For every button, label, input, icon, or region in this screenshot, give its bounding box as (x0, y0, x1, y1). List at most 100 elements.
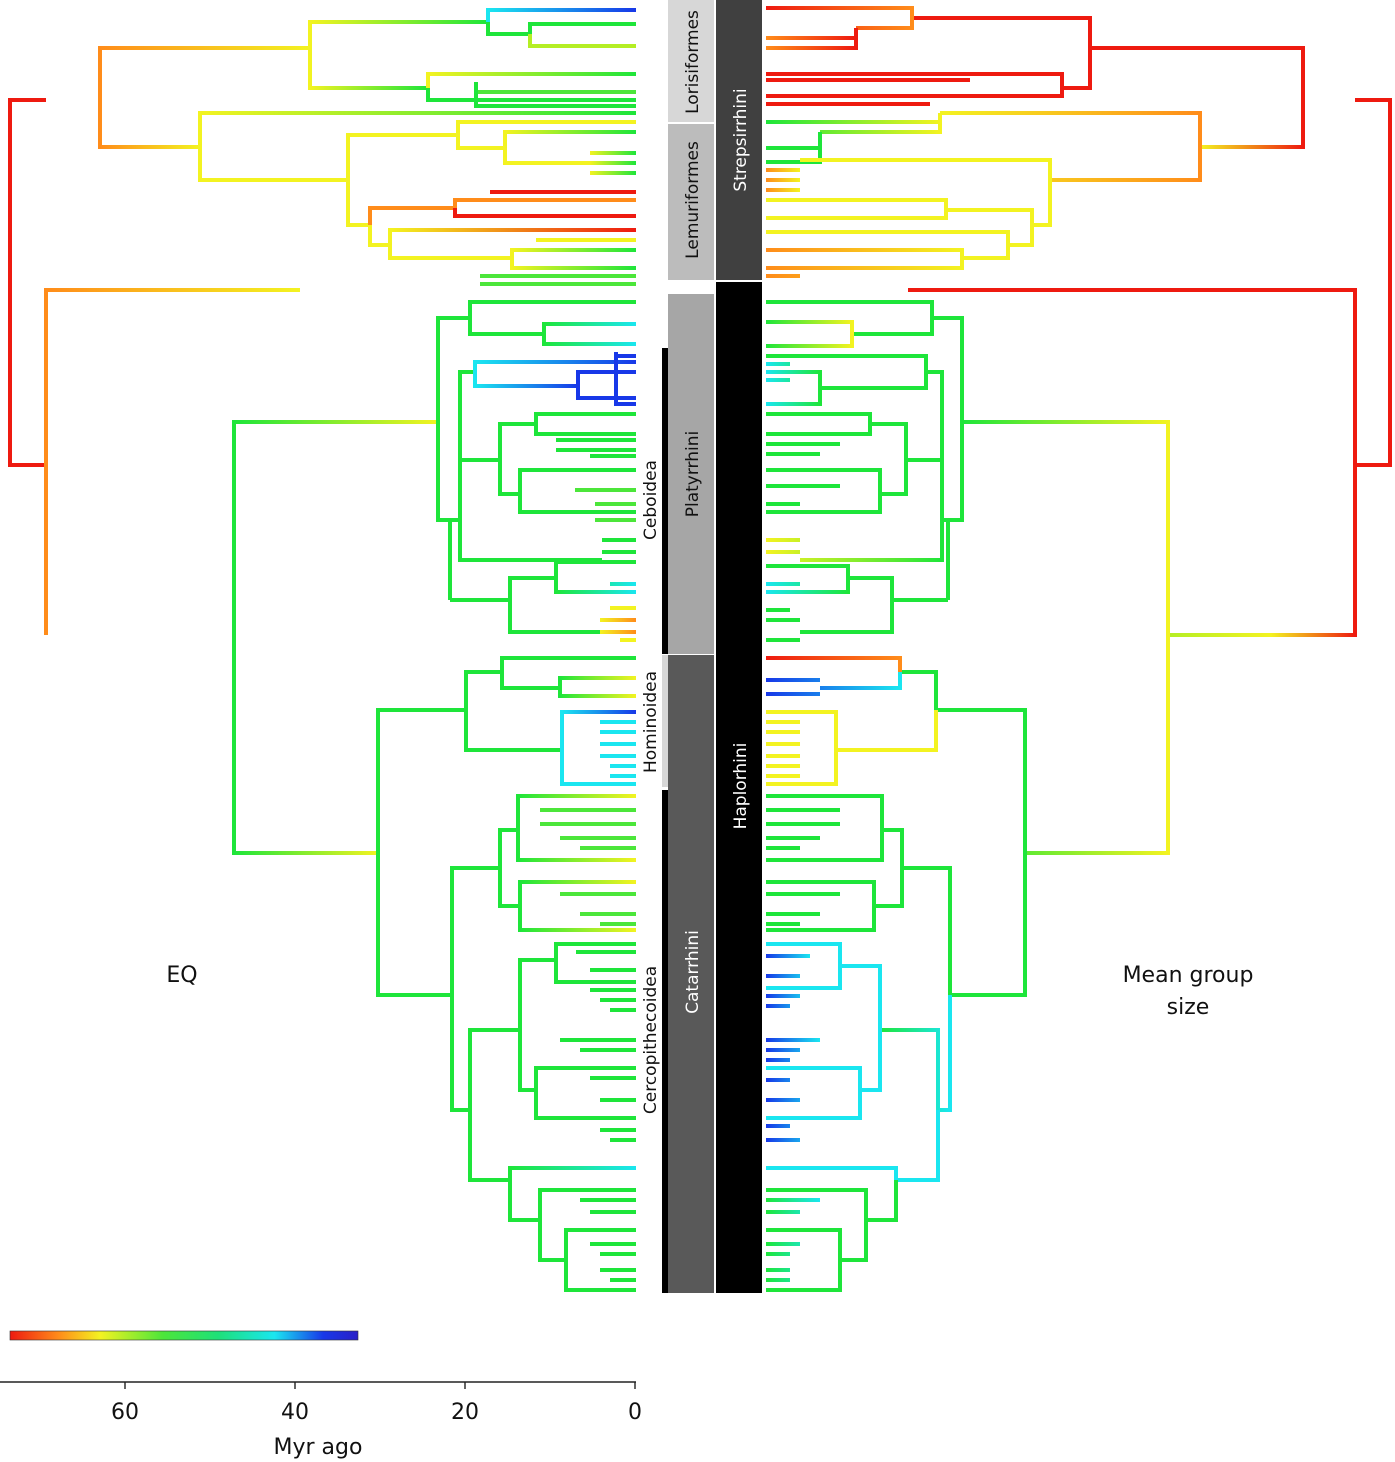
branch (962, 420, 1170, 855)
branch (8, 98, 46, 467)
branch (1090, 46, 1305, 100)
branch (503, 130, 636, 148)
axis-title: Myr ago (274, 1435, 363, 1460)
branch (576, 370, 636, 400)
branch (908, 288, 1357, 465)
branch (388, 245, 512, 260)
branch (766, 942, 882, 1030)
time-axis: 60 40 20 0 Myr ago (0, 1381, 642, 1460)
branch (498, 422, 536, 496)
branch (473, 360, 636, 372)
branch (468, 1110, 510, 1182)
branch (388, 228, 636, 245)
branch (503, 148, 590, 165)
ceboidea-label: Ceboidea (641, 460, 661, 540)
branch (766, 113, 942, 134)
branch (766, 248, 964, 278)
branch (766, 672, 902, 696)
haplorhini-bar (716, 282, 762, 1293)
branch (766, 954, 810, 1008)
group-size-label-line2: size (1167, 995, 1210, 1020)
branch (508, 600, 600, 634)
branch (1168, 465, 1357, 637)
branch (44, 288, 300, 635)
eq-tree (8, 8, 636, 1292)
branch (900, 670, 1027, 853)
branch (518, 1030, 536, 1092)
branch (426, 88, 636, 102)
branch (510, 248, 636, 270)
branch (528, 22, 636, 34)
branch (98, 46, 310, 100)
branch (766, 720, 800, 778)
clade-bars (662, 0, 762, 1293)
branch (498, 828, 518, 868)
branch (468, 1028, 520, 1110)
branch (600, 618, 636, 634)
branch (498, 868, 520, 908)
lorisiformes-bar (668, 0, 714, 122)
strepsirrhini-label: Strepsirrhini (731, 88, 751, 191)
branch (346, 133, 458, 180)
branch (940, 111, 1202, 182)
branch (458, 370, 475, 520)
branch (346, 180, 370, 227)
branch (436, 316, 470, 422)
branch (308, 20, 488, 48)
branch (534, 1066, 636, 1120)
branch (766, 794, 904, 868)
branch (560, 710, 636, 750)
branch (600, 720, 636, 778)
branch (766, 320, 854, 348)
branch (534, 412, 636, 436)
color-scale-bar (9, 1330, 359, 1341)
branch (542, 322, 636, 346)
branch (766, 1198, 820, 1282)
branch (473, 372, 578, 388)
branch (564, 1228, 636, 1292)
branch (500, 656, 636, 690)
branch (766, 362, 822, 406)
branch (450, 866, 500, 995)
branch (453, 208, 636, 218)
branch (766, 230, 1010, 260)
branch (946, 208, 1034, 247)
branch (766, 1030, 882, 1120)
branch (902, 853, 1027, 997)
branch (486, 22, 530, 36)
branch (474, 82, 636, 108)
branch (766, 168, 800, 192)
branch (800, 158, 1052, 227)
branch (232, 420, 438, 635)
branch (480, 274, 636, 286)
branch (376, 853, 452, 997)
branch (458, 458, 500, 520)
clade-labels: Lorisiformes Lemuriformes Platyrrhini Ca… (641, 10, 751, 1114)
branch (540, 808, 636, 850)
branch (766, 578, 850, 594)
axis-tick-label: 20 (451, 1400, 479, 1425)
branch (766, 412, 872, 456)
branch (766, 6, 914, 30)
haplorhini-label: Haplorhini (731, 743, 751, 830)
hominoidea-gap (662, 655, 668, 787)
branch (766, 1038, 820, 1142)
branch (368, 225, 390, 247)
branch (766, 354, 944, 520)
branch (376, 708, 466, 853)
branch (576, 950, 636, 1012)
branch (232, 635, 378, 855)
branch (198, 147, 348, 182)
group-size-label-line1: Mean group (1123, 963, 1254, 988)
group-size-tree (766, 6, 1392, 1292)
branch (450, 560, 636, 602)
branch (932, 316, 964, 522)
branch (870, 422, 944, 520)
branch (486, 8, 636, 22)
lemuriformes-label: Lemuriformes (683, 141, 703, 259)
branch (464, 710, 562, 752)
axis-tick-label: 60 (111, 1400, 139, 1425)
lemuriformes-bar (668, 124, 714, 280)
